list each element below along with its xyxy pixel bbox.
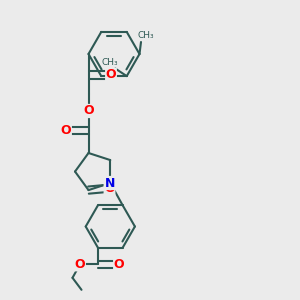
- Text: O: O: [75, 258, 85, 271]
- Text: N: N: [105, 176, 116, 190]
- Text: O: O: [114, 258, 124, 271]
- Text: O: O: [106, 68, 116, 82]
- Text: O: O: [61, 124, 71, 137]
- Text: CH₃: CH₃: [102, 58, 118, 67]
- Text: O: O: [104, 182, 115, 195]
- Text: CH₃: CH₃: [137, 32, 154, 40]
- Text: O: O: [83, 104, 94, 118]
